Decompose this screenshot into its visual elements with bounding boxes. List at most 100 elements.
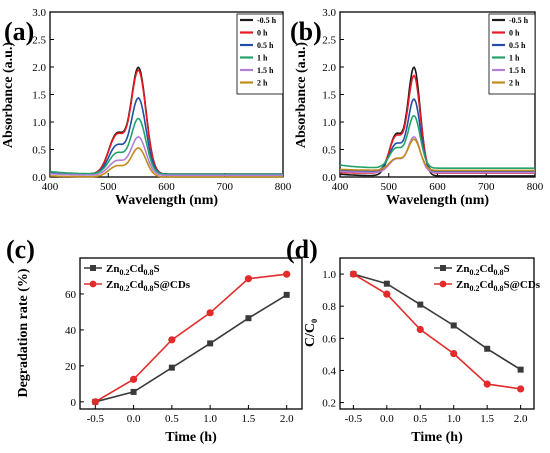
x-tick-label-d-3: 1.0 bbox=[447, 413, 461, 425]
x-tick-label-b-0: 400 bbox=[332, 181, 349, 193]
data-point-c-1-5 bbox=[283, 270, 291, 278]
panel-b: (b) 400 500 600 700 800 0.0 0.5 1.0 1.5 2.0 2.5 3.0 W… bbox=[290, 7, 544, 208]
y-tick-label-a-4: 2.0 bbox=[32, 62, 46, 74]
legend-label-b-2: 0.5 h bbox=[509, 41, 526, 50]
y-tick-label-d-3: 0.8 bbox=[322, 301, 336, 313]
panel-label-c: (c) bbox=[6, 235, 35, 264]
series-line-c-0 bbox=[95, 294, 288, 403]
x-tick-label-b-2: 600 bbox=[429, 181, 446, 193]
data-point-d-1-3 bbox=[450, 349, 458, 358]
series-line-b-0 bbox=[339, 66, 535, 177]
y-tick-label-c-1: 20 bbox=[65, 361, 77, 373]
data-point-d-0-4 bbox=[484, 345, 491, 352]
y-tick-label-b-0: 0.0 bbox=[322, 172, 336, 184]
x-tick-label-c-1: 0.0 bbox=[127, 413, 141, 425]
series-line-c-1 bbox=[94, 273, 287, 403]
data-point-d-1-0 bbox=[349, 270, 357, 278]
series-line-d-1 bbox=[352, 273, 521, 390]
x-tick-label-d-4: 1.5 bbox=[480, 413, 494, 425]
legend-label-part: Cd bbox=[479, 279, 493, 291]
y-tick-label-a-1: 0.5 bbox=[32, 145, 46, 157]
legend-marker-c-1 bbox=[89, 280, 97, 288]
panel-c: (c) -0.5 0.0 0.5 1.0 1.5 2.0 0 20 40 60 Time (h) Deg… bbox=[6, 235, 303, 445]
legend-box-a bbox=[236, 13, 284, 95]
y-tick-label-b-5: 2.5 bbox=[322, 35, 336, 47]
data-point-d-0-1 bbox=[383, 280, 390, 287]
data-point-c-1-2 bbox=[168, 336, 176, 344]
x-axis-title-b: Wavelength (nm) bbox=[386, 193, 489, 208]
data-point-d-1-1 bbox=[383, 290, 391, 298]
legend-label-part: 0.2 bbox=[119, 284, 129, 293]
x-tick-label-b-4: 800 bbox=[527, 181, 544, 193]
series-line-a-3 bbox=[49, 117, 283, 175]
data-point-d-1-4 bbox=[483, 380, 491, 388]
data-point-c-1-0 bbox=[91, 398, 99, 406]
x-tick-label-d-0: -0.5 bbox=[345, 413, 363, 425]
y-tick-label-b-2: 1.0 bbox=[322, 117, 336, 129]
x-tick-label-c-5: 2.0 bbox=[280, 413, 294, 425]
x-tick-label-b-1: 500 bbox=[381, 181, 398, 193]
data-point-d-1-5 bbox=[517, 385, 525, 393]
series-line-a-2 bbox=[49, 96, 283, 175]
x-tick-label-a-0: 400 bbox=[42, 181, 59, 193]
legend-label-b-3: 1 h bbox=[509, 54, 520, 63]
legend-label-d-0: Zn0.2Cd0.8S bbox=[456, 263, 510, 277]
y-tick-label-c-0: 0 bbox=[71, 397, 77, 409]
y-axis-title-d: C/C₀ bbox=[303, 319, 318, 347]
legend-label-b-0: -0.5 h bbox=[509, 16, 529, 25]
data-point-c-0-4 bbox=[245, 315, 252, 322]
y-axis-title-b: Absorbance (a.u.) bbox=[294, 42, 309, 149]
y-tick-label-a-6: 3.0 bbox=[32, 7, 46, 19]
legend-label-part: Zn bbox=[106, 263, 119, 275]
y-tick-label-b-3: 1.5 bbox=[322, 90, 336, 102]
x-tick-label-a-3: 700 bbox=[217, 181, 234, 193]
y-tick-label-d-2: 0.6 bbox=[322, 333, 336, 345]
legend-label-part: Zn bbox=[456, 263, 469, 275]
series-line-a-5 bbox=[49, 147, 283, 178]
data-point-c-1-3 bbox=[206, 309, 214, 317]
panel-d-plot-frame bbox=[339, 257, 535, 410]
legend-label-part: 0.8 bbox=[494, 284, 504, 293]
y-tick-label-c-3: 60 bbox=[65, 289, 77, 301]
legend-label-part: 0.2 bbox=[119, 268, 129, 277]
panel-a: (a) 400 500 600 700 800 0.0 0.5 1.0 1.5 2.0 2.5 3.0 W… bbox=[1, 7, 292, 208]
legend-label-a-0: -0.5 h bbox=[257, 16, 277, 25]
data-point-d-0-3 bbox=[450, 322, 457, 329]
series-line-b-2 bbox=[339, 98, 535, 173]
legend-label-a-1: 0 h bbox=[257, 29, 268, 38]
y-tick-label-d-4: 1.0 bbox=[322, 269, 336, 281]
legend-label-part: Cd bbox=[129, 263, 143, 275]
y-tick-label-a-0: 0.0 bbox=[32, 172, 46, 184]
legend-marker-c-0 bbox=[90, 265, 96, 271]
legend-label-c-0: Zn0.2Cd0.8S bbox=[106, 263, 160, 277]
y-tick-label-a-3: 1.5 bbox=[32, 90, 46, 102]
x-tick-label-c-0: -0.5 bbox=[87, 413, 105, 425]
panel-label-a: (a) bbox=[4, 17, 34, 46]
legend-label-part: 0.8 bbox=[144, 284, 154, 293]
series-line-d-0 bbox=[353, 273, 522, 371]
legend-label-part: 0.8 bbox=[144, 268, 154, 277]
data-point-c-1-1 bbox=[129, 375, 138, 383]
x-tick-label-c-4: 1.5 bbox=[242, 413, 256, 425]
legend-label-part: Zn bbox=[456, 279, 469, 291]
legend-label-part: Cd bbox=[479, 263, 493, 275]
series-line-a-4 bbox=[49, 136, 283, 177]
x-tick-label-d-5: 2.0 bbox=[514, 413, 528, 425]
data-point-c-0-3 bbox=[207, 340, 214, 347]
panel-label-d: (d) bbox=[286, 235, 318, 264]
x-tick-label-a-2: 600 bbox=[158, 181, 175, 193]
legend-label-b-4: 1.5 h bbox=[509, 66, 526, 75]
legend-label-c-1: Zn0.2Cd0.8S@CDs bbox=[106, 279, 191, 293]
y-axis-title-c: Degradation rate (%) bbox=[16, 268, 31, 397]
legend-label-part: S bbox=[154, 263, 160, 275]
legend-label-part: Cd bbox=[129, 279, 143, 291]
x-tick-label-c-3: 1.0 bbox=[203, 413, 217, 425]
x-tick-label-b-3: 700 bbox=[478, 181, 495, 193]
legend-label-part: 0.2 bbox=[469, 284, 479, 293]
legend-box-b bbox=[488, 13, 536, 95]
legend-label-b-5: 2 h bbox=[509, 79, 520, 88]
series-line-b-3 bbox=[339, 114, 535, 169]
y-tick-label-b-1: 0.5 bbox=[322, 145, 336, 157]
data-point-d-1-2 bbox=[416, 325, 424, 334]
